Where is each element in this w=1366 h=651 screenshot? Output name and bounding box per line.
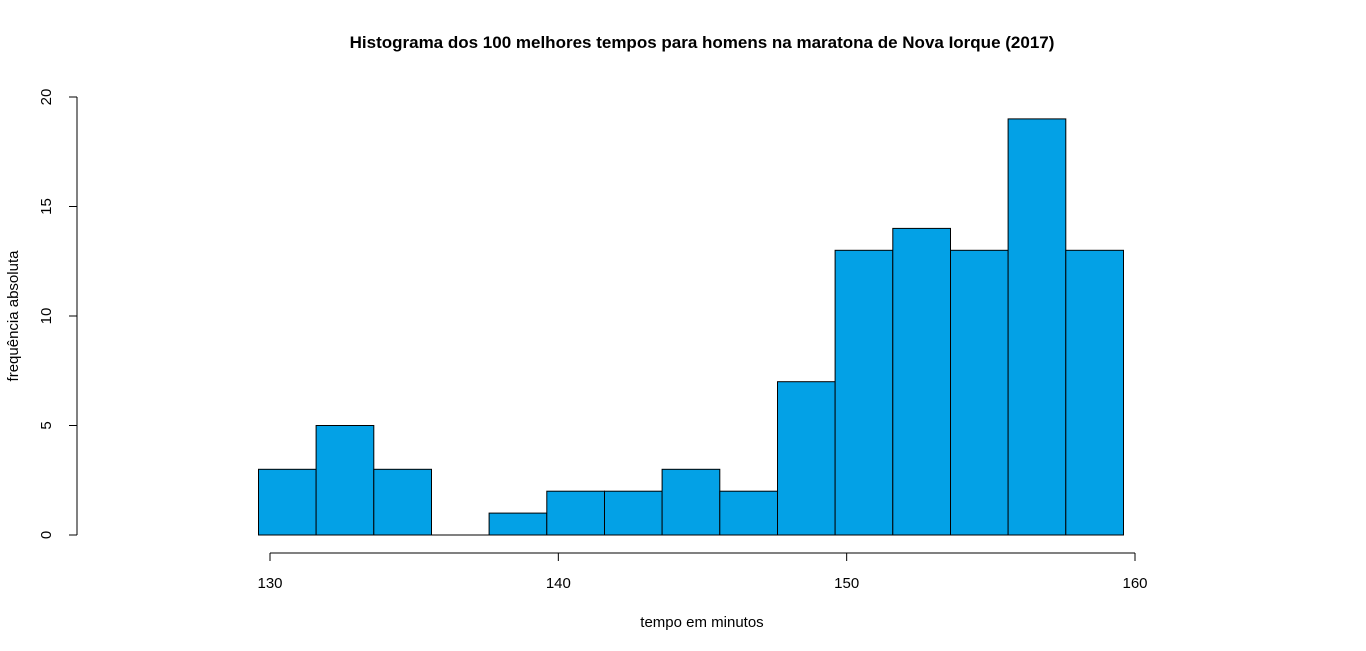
x-axis: 130 140 150 160: [257, 552, 1148, 592]
y-tick-label: 0: [38, 531, 55, 539]
y-tick-label: 10: [38, 308, 55, 325]
histogram-bar: [373, 468, 432, 536]
y-tick-label: 5: [38, 421, 55, 429]
x-tick-label: 160: [1122, 575, 1147, 592]
histogram-bar: [777, 381, 836, 536]
histogram-bar: [604, 490, 663, 536]
histogram-bar: [1007, 118, 1067, 536]
histogram-bar: [546, 490, 605, 536]
histogram-bar: [950, 249, 1009, 536]
histogram-bar: [834, 249, 894, 536]
histogram-bar: [892, 227, 951, 536]
bars-group: [258, 118, 1125, 536]
histogram-bar: [258, 468, 317, 536]
histogram-bar: [719, 490, 778, 536]
x-axis-label: tempo em minutos: [640, 614, 763, 631]
chart-title: Histograma dos 100 melhores tempos para …: [350, 33, 1055, 52]
y-tick-label: 20: [38, 89, 55, 106]
histogram-bar: [1065, 249, 1125, 536]
x-tick-label: 140: [546, 575, 571, 592]
x-tick-label: 130: [257, 575, 282, 592]
histogram-bar: [488, 512, 548, 536]
y-tick-label: 15: [38, 198, 55, 215]
x-tick-label: 150: [834, 575, 859, 592]
histogram-bar: [315, 425, 375, 536]
y-axis: 0 5 10 15 20: [38, 89, 78, 539]
histogram-bar: [661, 468, 721, 536]
y-axis-label: frequência absoluta: [5, 250, 22, 382]
